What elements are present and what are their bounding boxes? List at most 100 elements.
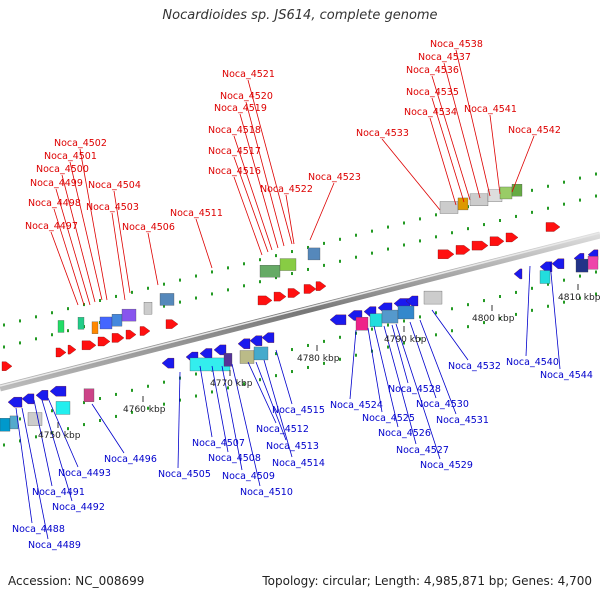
reverse-tick-dot: [195, 372, 197, 376]
forward-gene-label: Noca_4533: [356, 128, 409, 139]
reverse-tick-dot: [227, 386, 229, 390]
reverse-feature-block: [381, 309, 399, 324]
forward-gene-label: Noca_4517: [208, 146, 261, 157]
reverse-leader-line: [91, 403, 125, 454]
forward-tick-dot: [483, 223, 485, 227]
reverse-gene-label: Noca_4507: [192, 438, 245, 449]
forward-tick-dot: [323, 263, 325, 267]
forward-tick-dot: [3, 323, 5, 327]
forward-leader-line: [233, 135, 273, 251]
forward-leader-line: [233, 176, 263, 256]
forward-gene-label: Noca_4541: [464, 104, 517, 115]
reverse-tick-dot: [163, 402, 165, 406]
forward-gene-label: Noca_4511: [170, 208, 223, 219]
forward-tick-dot: [51, 311, 53, 315]
forward-tick-dot: [307, 245, 309, 249]
genome-summary-text: Topology: circular; Length: 4,985,871 bp…: [262, 574, 592, 588]
reverse-gene-label: Noca_4489: [28, 540, 81, 551]
forward-gene-arrow: [165, 319, 179, 329]
reverse-leader-line: [231, 363, 261, 487]
forward-tick-dot: [339, 259, 341, 263]
reverse-gene-label: Noca_4515: [272, 405, 325, 416]
forward-gene-label: Noca_4537: [418, 52, 471, 63]
forward-feature-block: [77, 317, 85, 330]
forward-tick-dot: [547, 184, 549, 188]
forward-tick-dot: [579, 176, 581, 180]
forward-gene-arrow: [97, 336, 111, 347]
reverse-gene-label: Noca_4512: [256, 424, 309, 435]
forward-leader-line: [429, 117, 457, 206]
reverse-gene-arrow: [199, 348, 213, 359]
reverse-feature-block: [355, 317, 369, 331]
reverse-feature-block: [239, 350, 255, 364]
scale-label: 4750 kbp: [38, 431, 81, 441]
forward-gene-label: Noca_4516: [208, 166, 261, 177]
reverse-leader-line: [409, 321, 437, 399]
reverse-tick-dot: [211, 390, 213, 394]
reverse-leader-line: [47, 397, 79, 468]
reverse-leader-line: [21, 407, 49, 540]
forward-gene-arrow: [303, 284, 317, 294]
reverse-tick-dot: [83, 401, 85, 405]
forward-gene-label: Noca_4522: [260, 184, 313, 195]
reverse-tick-dot: [451, 307, 453, 311]
reverse-tick-dot: [99, 419, 101, 422]
forward-gene-label: Noca_4503: [86, 202, 139, 213]
map-title: Nocardioides sp. JS614, complete genome: [162, 8, 438, 23]
forward-gene-label: Noca_4497: [25, 221, 78, 232]
scale-label: 4790 kbp: [384, 335, 427, 345]
reverse-gene-label: Noca_4526: [378, 428, 431, 439]
reverse-tick-dot: [115, 414, 117, 418]
reverse-tick-dot: [403, 319, 405, 323]
reverse-gene-label: Noca_4510: [240, 487, 293, 498]
reverse-leader-line: [391, 324, 409, 384]
forward-gene-label: Noca_4500: [36, 164, 89, 175]
reverse-tick-dot: [531, 286, 533, 290]
forward-leader-line: [285, 194, 295, 245]
accession-text: Accession: NC_008699: [8, 574, 145, 588]
forward-feature-block: [121, 308, 137, 322]
forward-gene-arrow: [111, 333, 125, 343]
reverse-feature-block: [423, 290, 443, 305]
reverse-gene-label: Noca_4513: [266, 441, 319, 452]
forward-tick-dot: [35, 337, 37, 341]
forward-tick-dot: [355, 233, 357, 237]
reverse-tick-dot: [531, 308, 533, 312]
reverse-tick-dot: [83, 423, 85, 427]
forward-leader-line: [489, 114, 501, 195]
reverse-tick-dot: [275, 374, 277, 378]
forward-tick-dot: [307, 267, 309, 271]
reverse-leader-line: [199, 365, 213, 438]
forward-leader-line: [455, 49, 491, 197]
reverse-tick-dot: [419, 315, 421, 319]
forward-tick-dot: [243, 284, 245, 288]
forward-gene-arrow: [125, 329, 137, 340]
forward-gene-arrow: [257, 295, 273, 306]
reverse-tick-dot: [131, 410, 133, 414]
forward-gene-label: Noca_4504: [88, 180, 141, 191]
forward-tick-dot: [579, 198, 581, 202]
forward-tick-dot: [371, 229, 373, 233]
forward-gene-label: Noca_4498: [28, 198, 81, 209]
forward-feature-block: [279, 258, 297, 271]
reverse-leader-line: [367, 327, 383, 413]
forward-gene-label: Noca_4501: [44, 151, 97, 162]
forward-tick-dot: [243, 262, 245, 266]
reverse-tick-dot: [115, 392, 117, 396]
reverse-tick-dot: [131, 388, 133, 392]
forward-leader-line: [69, 161, 103, 301]
reverse-feature-block: [83, 388, 95, 402]
forward-tick-dot: [35, 315, 37, 319]
reverse-tick-dot: [307, 365, 309, 369]
forward-tick-dot: [67, 329, 69, 333]
reverse-feature-block: [587, 256, 599, 270]
reverse-gene-label: Noca_4488: [12, 524, 65, 535]
reverse-gene-arrow: [49, 386, 67, 397]
forward-gene-label: Noca_4519: [214, 103, 267, 114]
reverse-tick-dot: [467, 303, 469, 307]
reverse-tick-dot: [579, 296, 581, 300]
forward-tick-dot: [371, 251, 373, 255]
forward-gene-label: Noca_4523: [308, 172, 361, 183]
forward-leader-line: [247, 79, 293, 245]
forward-feature-block: [57, 320, 65, 333]
